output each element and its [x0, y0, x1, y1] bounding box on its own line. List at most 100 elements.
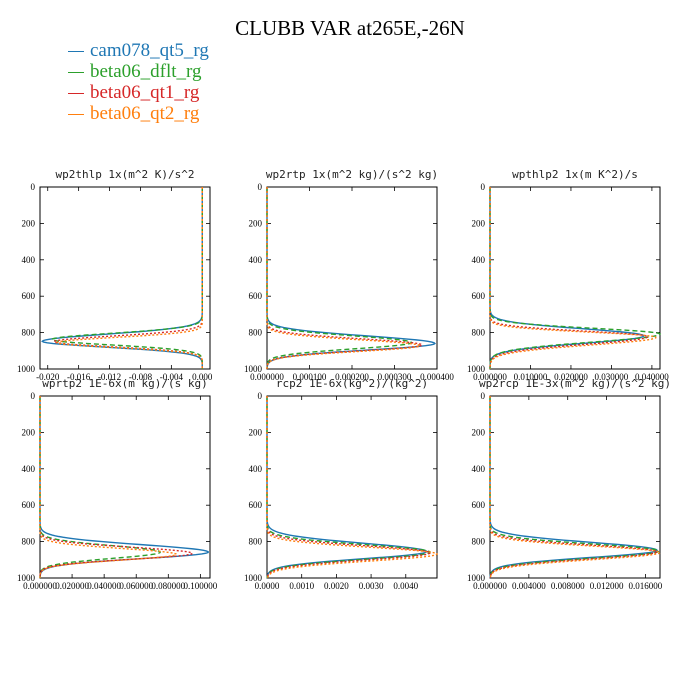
panel-4-series-beta06_qt2_rg [39, 396, 177, 579]
legend-entry: beta06_qt1_rg [68, 82, 209, 103]
panel-1-ytick-label: 400 [22, 255, 36, 265]
panel-2-ytick-label: 800 [249, 328, 263, 338]
panel-5-series-beta06_qt2_rg [266, 396, 439, 579]
panel-3-xtick-label: 0.010000 [514, 372, 548, 382]
figure-title: CLUBB VAR at265E,-26N [235, 16, 465, 40]
panel-3-series-beta06_dflt_rg [489, 187, 662, 370]
panel-2-series-cam078_qt5_rg [266, 187, 437, 370]
panel-1-series-beta06_dflt_rg [51, 187, 203, 369]
panel-6-title: wp2rcp 1E-3x(m^2 kg)/(s^2 kg) [479, 377, 671, 390]
panel-1-ytick-label: 200 [22, 218, 36, 228]
panel-3-ytick-label: 400 [472, 255, 486, 265]
panel-5-xtick-label: 0.0010 [289, 581, 314, 591]
panel-2-ytick-label: 1000 [244, 364, 263, 374]
panel-5-xtick-label: 0.0040 [393, 581, 418, 591]
panel-5-ytick-label: 600 [249, 500, 263, 510]
panel-5-frame [266, 395, 438, 579]
panel-1-series-beta06_qt2_rg [55, 187, 203, 369]
legend-label-3: beta06_qt2_rg [90, 103, 200, 124]
panel-1-ytick-label: 800 [22, 328, 36, 338]
panel-2-xtick-label: 0.000400 [420, 372, 454, 382]
panel-2-ytick-label: 0 [258, 182, 263, 192]
panel-5-ytick-label: 200 [249, 427, 263, 437]
panel-5-ytick-label: 1000 [244, 573, 263, 583]
panel-3-title: wpthlp2 1x(m K^2)/s [512, 168, 638, 181]
panel-6-xtick-label: 0.008000 [551, 581, 585, 591]
panel-3-ytick-label: 200 [472, 218, 486, 228]
panel-5-series-beta06_dflt_rg [266, 396, 431, 579]
legend-swatch-0 [68, 51, 84, 53]
panel-3-xtick-label: 0.030000 [595, 372, 629, 382]
panel-1-xtick-label: 0.000 [192, 372, 213, 382]
panel-4-title: wprtp2 1E-6x(m kg)/(s kg) [42, 377, 208, 390]
panel-4-ytick-label: 200 [22, 427, 36, 437]
panel-3-xtick-label: 0.040000 [635, 372, 669, 382]
panel-5-series-cam078_qt5_rg [266, 396, 428, 579]
panel-6-ytick-label: 0 [481, 391, 486, 401]
legend-swatch-1 [68, 72, 84, 74]
legend-label-1: beta06_dflt_rg [90, 61, 202, 82]
panel-3-frame [489, 186, 661, 370]
panel-4-ytick-label: 600 [22, 500, 36, 510]
panel-5-ytick-label: 0 [258, 391, 263, 401]
legend-entry: beta06_qt2_rg [68, 103, 209, 124]
panel-4-ytick-label: 800 [22, 537, 36, 547]
panel-2-xtick-label: 0.000100 [293, 372, 327, 382]
panel-6-series-cam078_qt5_rg [489, 396, 659, 579]
panel-1-xtick-label: -0.008 [129, 372, 153, 382]
panel-2-ytick-label: 400 [249, 255, 263, 265]
panel-6-series-beta06_qt2_rg [489, 396, 662, 579]
panel-2-xtick-label: 0.000300 [378, 372, 412, 382]
panel-2-series-beta06_qt1_rg [266, 187, 424, 370]
panel-6-series-beta06_qt1_rg [489, 396, 659, 579]
legend: cam078_qt5_rg beta06_dflt_rg beta06_qt1_… [68, 40, 209, 124]
panel-4-ytick-label: 400 [22, 464, 36, 474]
panel-6-ytick-label: 600 [472, 500, 486, 510]
panel-6-xtick-label: 0.016000 [629, 581, 663, 591]
panel-6-ytick-label: 800 [472, 537, 486, 547]
panel-5-series-beta06_qt1_rg [266, 396, 431, 579]
panel-2-xtick-label: 0.000200 [335, 372, 369, 382]
panel-5-xtick-label: 0.0020 [324, 581, 349, 591]
panel-5-ytick-label: 800 [249, 537, 263, 547]
panel-4-frame [39, 395, 211, 579]
panel-4-xtick-label: 0.100000 [184, 581, 218, 591]
panel-4-xtick-label: 0.060000 [119, 581, 153, 591]
panel-1-xtick-label: -0.016 [67, 372, 91, 382]
panel-6-ytick-label: 200 [472, 427, 486, 437]
panel-2-ytick-label: 200 [249, 218, 263, 228]
panel-4-series-cam078_qt5_rg [39, 396, 209, 579]
panel-1-ytick-label: 1000 [17, 364, 36, 374]
legend-label-2: beta06_qt1_rg [90, 82, 200, 103]
panel-4-xtick-label: 0.080000 [151, 581, 185, 591]
panel-3-xtick-label: 0.020000 [554, 372, 588, 382]
panel-4-ytick-label: 1000 [17, 573, 36, 583]
panel-4-xtick-label: 0.020000 [55, 581, 89, 591]
panel-1-frame [39, 186, 211, 370]
panel-3-ytick-label: 800 [472, 328, 486, 338]
legend-swatch-3 [68, 114, 84, 116]
panel-5-title: rcp2 1E-6x(kg^2)/(kg^2) [276, 377, 428, 390]
panel-2-title: wp2rtp 1x(m^2 kg)/(s^2 kg) [266, 168, 438, 181]
legend-label-0: cam078_qt5_rg [90, 40, 209, 61]
panel-3-series-beta06_qt1_rg [489, 187, 649, 370]
panel-3-xtick-label: 0.000000 [473, 372, 507, 382]
panel-3-ytick-label: 0 [481, 182, 486, 192]
panel-6-series-beta06_dflt_rg [489, 396, 661, 579]
panel-4-xtick-label: 0.000000 [23, 581, 57, 591]
panel-1-xtick-label: -0.004 [160, 372, 184, 382]
panel-5-ytick-label: 400 [249, 464, 263, 474]
panel-1-xtick-label: -0.020 [36, 372, 60, 382]
panel-6-xtick-label: 0.012000 [590, 581, 624, 591]
panel-1-series-beta06_qt1_rg [53, 187, 203, 369]
panel-3-ytick-label: 600 [472, 291, 486, 301]
panel-1-ytick-label: 600 [22, 291, 36, 301]
panel-4-series-beta06_qt1_rg [39, 396, 194, 579]
panel-3-series-beta06_qt2_rg [489, 187, 657, 370]
panel-5-xtick-label: 0.0000 [255, 581, 280, 591]
panel-3-ytick-label: 1000 [467, 364, 486, 374]
panel-6-ytick-label: 400 [472, 464, 486, 474]
panel-2-series-beta06_dflt_rg [266, 187, 413, 370]
legend-swatch-2 [68, 93, 84, 95]
